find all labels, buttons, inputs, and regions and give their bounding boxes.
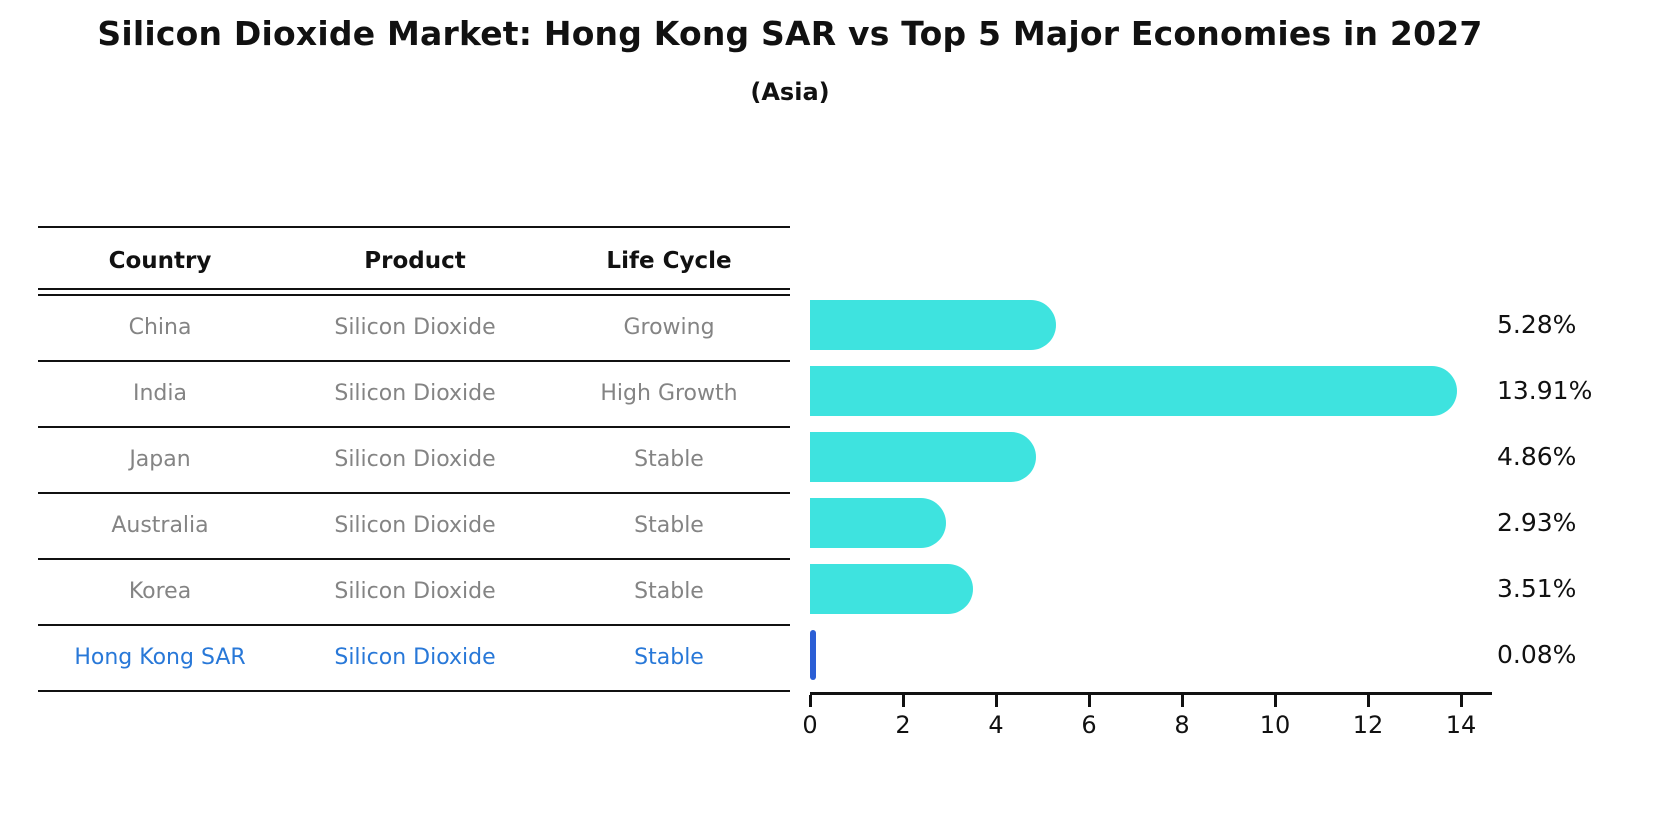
country-cell: Japan xyxy=(129,446,191,472)
tick-mark xyxy=(902,695,905,707)
product-cell: Silicon Dioxide xyxy=(334,512,496,538)
tick-mark xyxy=(1274,695,1277,707)
bar-japan xyxy=(810,432,1036,482)
column-header-country: Country xyxy=(108,248,212,274)
tick-mark xyxy=(1367,695,1370,707)
page-title: Silicon Dioxide Market: Hong Kong SAR vs… xyxy=(97,14,1483,53)
country-cell: China xyxy=(128,314,192,340)
product-cell: Silicon Dioxide xyxy=(334,314,496,340)
country-cell: Korea xyxy=(128,578,192,604)
bar-korea xyxy=(810,564,974,614)
x-axis-line xyxy=(810,692,1492,695)
tick-label: 4 xyxy=(988,711,1004,739)
tick-label: 0 xyxy=(802,711,818,739)
life-cycle-cell: Stable xyxy=(634,644,704,670)
tick-label: 8 xyxy=(1174,711,1190,739)
country-cell: India xyxy=(133,380,187,406)
product-cell: Silicon Dioxide xyxy=(334,446,496,472)
product-cell: Silicon Dioxide xyxy=(334,644,496,670)
tick-label: 6 xyxy=(1081,711,1097,739)
value-label-australia: 2.93% xyxy=(1497,508,1577,537)
table-row-korea: Korea Silicon Dioxide Stable xyxy=(38,558,790,626)
bar-china xyxy=(810,300,1056,350)
product-cell: Silicon Dioxide xyxy=(334,578,496,604)
tick-label: 12 xyxy=(1352,711,1384,739)
table-row-india: India Silicon Dioxide High Growth xyxy=(38,360,790,428)
column-header-product: Product xyxy=(364,248,466,274)
tick-mark xyxy=(1181,695,1184,707)
column-header-life-cycle: Life Cycle xyxy=(606,248,732,274)
tick-label: 2 xyxy=(895,711,911,739)
country-cell: Australia xyxy=(111,512,209,538)
tick-mark xyxy=(809,695,812,707)
life-cycle-cell: Stable xyxy=(634,446,704,472)
table-row-china: China Silicon Dioxide Growing xyxy=(38,294,790,362)
value-label-hong-kong-sar: 0.08% xyxy=(1497,640,1577,669)
page-subtitle: (Asia) xyxy=(750,78,830,106)
tick-mark xyxy=(1460,695,1463,707)
life-cycle-cell: Growing xyxy=(623,314,715,340)
value-label-india: 13.91% xyxy=(1497,376,1593,405)
value-label-china: 5.28% xyxy=(1497,310,1577,339)
bar-australia xyxy=(810,498,947,548)
value-label-korea: 3.51% xyxy=(1497,574,1577,603)
table-row-australia: Australia Silicon Dioxide Stable xyxy=(38,492,790,560)
bar-india xyxy=(810,366,1457,416)
bar-hong-kong-sar xyxy=(810,630,816,680)
tick-label: 10 xyxy=(1259,711,1291,739)
life-cycle-cell: Stable xyxy=(634,578,704,604)
country-cell: Hong Kong SAR xyxy=(74,644,246,670)
product-cell: Silicon Dioxide xyxy=(334,380,496,406)
value-label-japan: 4.86% xyxy=(1497,442,1577,471)
life-cycle-cell: Stable xyxy=(634,512,704,538)
life-cycle-cell: High Growth xyxy=(600,380,738,406)
tick-mark xyxy=(995,695,998,707)
table-row-hong-kong-sar: Hong Kong SAR Silicon Dioxide Stable xyxy=(38,624,790,692)
table-header-row: Country Product Life Cycle xyxy=(38,228,790,296)
tick-mark xyxy=(1088,695,1091,707)
tick-label: 14 xyxy=(1445,711,1477,739)
table-row-japan: Japan Silicon Dioxide Stable xyxy=(38,426,790,494)
country-table: Country Product Life Cycle China Silicon… xyxy=(38,226,790,692)
